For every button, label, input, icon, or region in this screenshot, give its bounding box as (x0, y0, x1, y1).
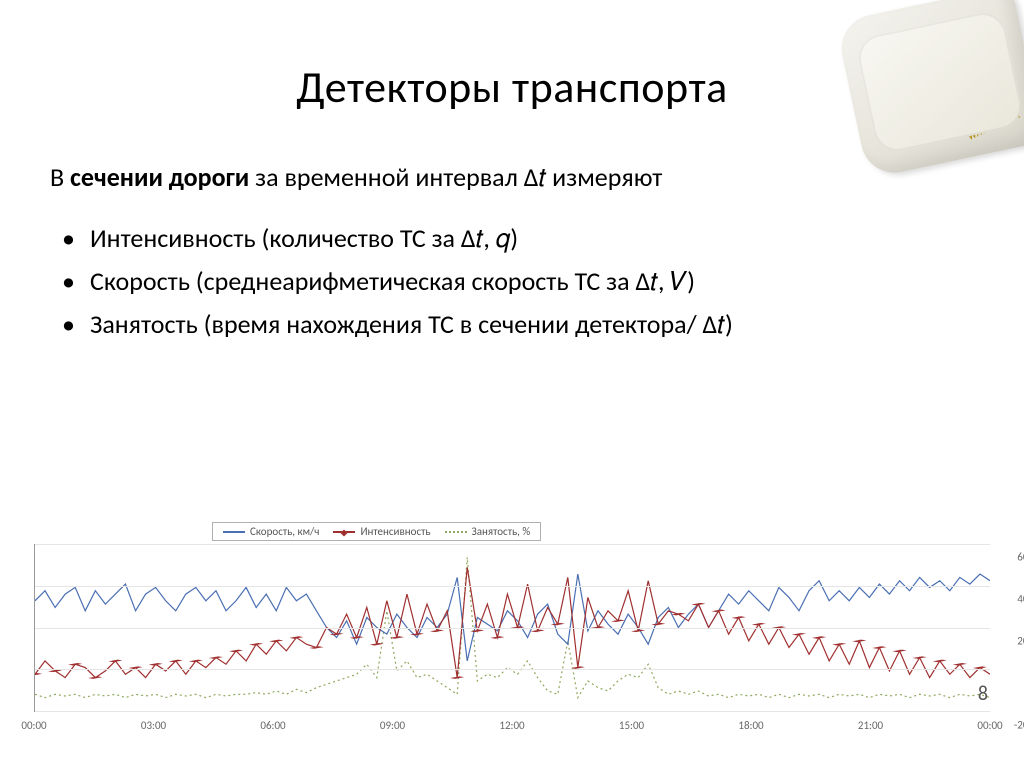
x-tick-label: 12:00 (499, 719, 524, 732)
slide-title: Детекторы транспорта (50, 60, 974, 114)
legend-item-speed: Скорость, км/ч (223, 525, 319, 538)
traffic-chart: Скорость, км/ч Интенсивность Занятость, … (34, 522, 990, 740)
bullet-item: Занятость (время нахождения ТС в сечении… (84, 307, 974, 342)
y-tick-label: 200 (1017, 635, 1024, 648)
intro-text: В сечении дороги за временной интервал Δ… (50, 160, 974, 195)
x-tick-label: 18:00 (738, 719, 763, 732)
legend-label: Скорость, км/ч (250, 525, 319, 538)
chart-legend: Скорость, км/ч Интенсивность Занятость, … (212, 522, 541, 541)
grid-line (35, 586, 990, 587)
x-tick-label: 00:00 (21, 719, 46, 732)
legend-line-icon (333, 531, 355, 533)
y-tick-label: -200 (1014, 719, 1024, 732)
bullet-item: Скорость (среднеарифметическая скорость … (84, 264, 974, 299)
x-tick-label: 21:00 (858, 719, 883, 732)
x-tick-label: 03:00 (141, 719, 166, 732)
x-tick-label: 00:00 (977, 719, 1002, 732)
device-brand-label: WAVETRONIX (967, 110, 1023, 143)
y-tick-label: 400 (1017, 593, 1024, 606)
legend-label: Интенсивность (360, 525, 430, 538)
grid-line (35, 669, 990, 670)
intro-bold: сечении дороги (70, 161, 249, 193)
grid-line (35, 544, 990, 545)
intro-rest: за временной интервал Δ𝑡 измеряют (249, 161, 662, 193)
bullet-item: Интенсивность (количество ТС за Δ𝑡, 𝑞) (84, 221, 974, 256)
legend-label: Занятость, % (472, 525, 531, 538)
legend-line-icon (445, 531, 467, 533)
y-tick-label: 600 (1017, 551, 1024, 564)
detector-device-image: WAVETRONIX (835, 0, 1024, 179)
bullet-list: Интенсивность (количество ТС за Δ𝑡, 𝑞) С… (50, 221, 974, 342)
x-tick-label: 09:00 (380, 719, 405, 732)
y-axis-right-intensity: -2000200400600 (996, 544, 1024, 712)
legend-item-occupancy: Занятость, % (445, 525, 531, 538)
slide: WAVETRONIX Детекторы транспорта В сечени… (0, 0, 1024, 768)
page-number: 8 (978, 682, 988, 706)
legend-item-intensity: Интенсивность (333, 525, 430, 538)
intro-prefix: В (50, 161, 70, 193)
legend-line-icon (223, 531, 245, 533)
x-axis-labels: 00:0003:0006:0009:0012:0015:0018:0021:00… (34, 716, 990, 740)
grid-line (35, 711, 990, 712)
x-tick-label: 15:00 (619, 719, 644, 732)
x-tick-label: 06:00 (260, 719, 285, 732)
grid-line (35, 628, 990, 629)
plot-area (34, 544, 990, 712)
